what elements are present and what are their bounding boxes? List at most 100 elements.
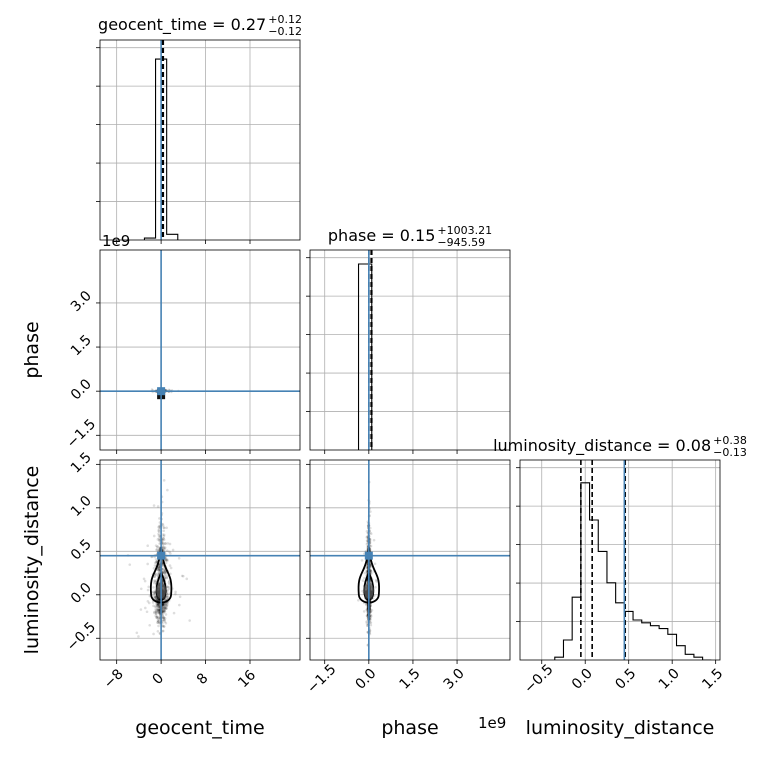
scatter-point	[152, 632, 155, 636]
scatter-point	[156, 598, 159, 602]
scatter-point	[165, 596, 169, 599]
scatter-point	[161, 604, 165, 608]
scatter-point	[164, 558, 168, 562]
scatter-point	[161, 522, 165, 526]
scatter-point	[369, 564, 373, 568]
scatter-point	[153, 579, 157, 583]
scatter-point	[157, 570, 161, 574]
scatter-point	[157, 602, 161, 606]
x-tick-label: 0.0	[569, 666, 596, 693]
scatter-point	[156, 602, 159, 606]
scatter-point	[161, 542, 165, 545]
x-tick-label: −1.5	[304, 661, 339, 696]
title-upper-error: +0.38	[713, 434, 747, 447]
scatter-point	[157, 608, 160, 612]
scatter-point	[154, 609, 158, 613]
scatter-point	[155, 612, 158, 615]
scatter-point	[374, 578, 378, 582]
scatter-point	[162, 602, 166, 606]
scatter-point	[152, 604, 155, 608]
scatter-point	[162, 607, 166, 610]
scatter-point	[166, 589, 169, 592]
scatter-point	[365, 529, 369, 533]
x-tick-label: −0.5	[521, 661, 556, 696]
scatter-point	[151, 601, 155, 604]
scatter-point	[168, 550, 171, 554]
y-tick-label: −1.5	[64, 416, 99, 451]
scatter-point	[366, 566, 369, 569]
scatter-point	[165, 604, 169, 607]
title-text: phase = 0.15	[328, 226, 435, 245]
scatter-point	[135, 631, 139, 635]
scatter-point	[155, 605, 159, 608]
scatter-point	[174, 590, 177, 594]
scatter-point	[154, 558, 158, 561]
scatter-point	[157, 604, 161, 607]
scatter-point	[151, 590, 155, 594]
scatter-point	[158, 611, 161, 615]
scatter-point	[369, 621, 373, 625]
scatter-point	[154, 544, 158, 547]
scatter-point	[139, 587, 143, 591]
scatter-point	[163, 526, 166, 530]
scatter-point	[156, 603, 160, 607]
scatter-point	[153, 579, 156, 583]
scatter-point	[178, 603, 181, 607]
scatter-point	[137, 635, 140, 638]
scatter-point	[153, 589, 157, 593]
scatter-point	[369, 610, 373, 613]
scatter-point	[156, 619, 160, 623]
scatter-point	[369, 565, 373, 568]
scatter-point	[165, 607, 168, 610]
scatter-point	[174, 592, 177, 596]
scatter-point	[162, 616, 166, 619]
scatter-point	[155, 560, 158, 564]
scatter-point	[146, 562, 149, 566]
scatter-point	[162, 602, 166, 606]
scatter-point	[157, 603, 160, 607]
scatter-point	[156, 610, 160, 614]
scatter-point	[154, 597, 158, 601]
scatter-point	[161, 570, 165, 574]
scatter-point	[357, 598, 360, 602]
scatter-point	[366, 564, 369, 568]
scatter-point	[158, 517, 161, 520]
scatter-point	[154, 607, 157, 611]
scatter-point	[162, 609, 166, 612]
scatter-point	[369, 532, 373, 536]
scatter-point	[157, 569, 161, 572]
scatter-point	[157, 608, 160, 612]
scatter-point	[163, 571, 166, 575]
x-tick-label: 0.0	[352, 666, 379, 693]
scatter-point	[374, 585, 377, 589]
scatter-point	[154, 596, 157, 599]
y-tick-label: 1.5	[68, 332, 95, 359]
scatter-point	[166, 592, 170, 595]
scatter-point	[156, 606, 160, 610]
scatter-point	[156, 598, 159, 602]
scatter-point	[155, 616, 158, 619]
scatter-point	[164, 602, 168, 605]
scatter-point	[158, 605, 161, 609]
scatter-point	[365, 614, 369, 618]
scatter-point	[162, 608, 166, 612]
x-axis-label-phase: phase	[381, 717, 438, 739]
scatter-point	[363, 571, 367, 575]
scatter-point	[156, 609, 160, 612]
histogram-phase	[357, 263, 373, 450]
x-tick-label: 1.5	[397, 666, 424, 693]
y-tick-label: 0.0	[68, 376, 95, 403]
scatter-point	[166, 603, 169, 606]
scatter-point	[369, 610, 373, 614]
scatter-point	[162, 625, 166, 628]
scatter-point	[162, 546, 165, 549]
scatter-point	[166, 595, 170, 598]
scatter-point	[157, 563, 161, 567]
scatter-point	[163, 619, 166, 622]
scatter-point	[162, 611, 165, 614]
scatter-point	[163, 607, 167, 611]
panel-frame	[99, 459, 301, 661]
scatter-point	[156, 572, 160, 575]
scatter-point	[369, 569, 373, 573]
scatter-point	[146, 588, 150, 592]
